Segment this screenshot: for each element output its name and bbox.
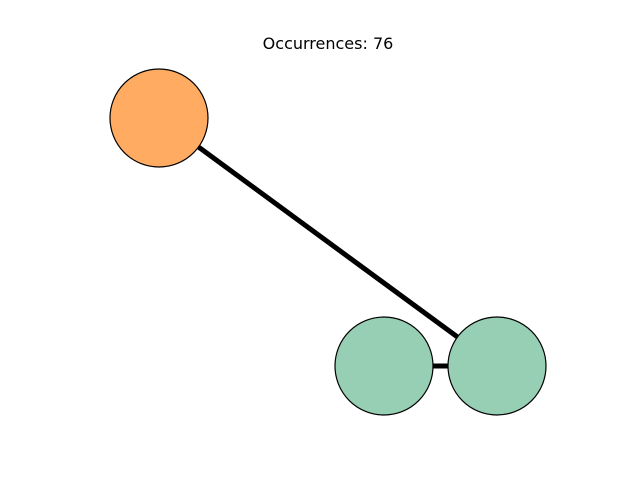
edge-orange-to-green-right bbox=[157, 115, 499, 369]
nodes-group bbox=[109, 68, 547, 416]
node-green-right bbox=[447, 316, 547, 416]
node-green-left bbox=[334, 316, 434, 416]
edges-group bbox=[157, 115, 499, 369]
diagram-title: Occurrences: 76 bbox=[263, 34, 394, 53]
node-orange bbox=[109, 68, 209, 168]
